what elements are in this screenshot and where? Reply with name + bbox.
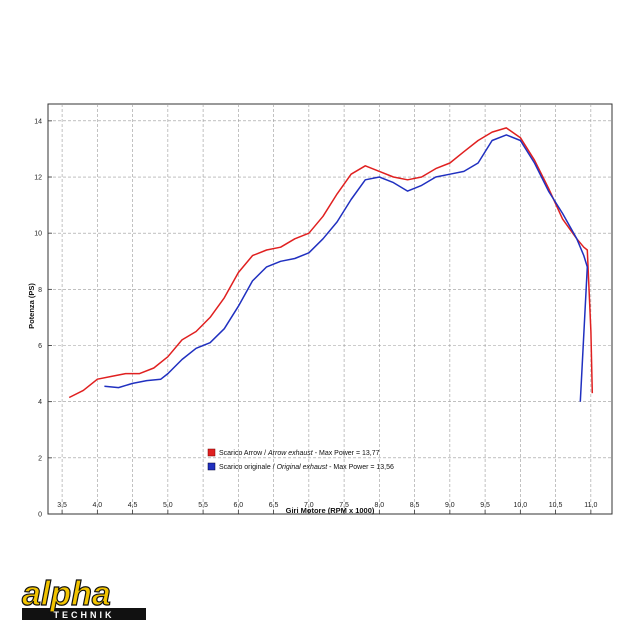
x-tick-label: 6,5 xyxy=(269,502,279,509)
grid xyxy=(48,104,612,514)
x-tick-label: 10,5 xyxy=(549,502,563,509)
y-tick-label: 8 xyxy=(38,287,42,294)
x-tick-label: 11,0 xyxy=(584,502,597,509)
x-tick-label: 7,5 xyxy=(339,502,349,509)
x-tick-label: 4,5 xyxy=(128,502,138,509)
y-axis-title: Potenza (PS) xyxy=(27,283,36,329)
y-tick-label: 2 xyxy=(38,455,42,462)
x-tick-label: 6,0 xyxy=(233,502,243,509)
y-tick-label: 10 xyxy=(34,231,42,238)
y-tick-label: 14 xyxy=(34,118,42,125)
x-tick-label: 9,5 xyxy=(480,502,490,509)
logo-underline-bar xyxy=(22,608,146,620)
series-lines xyxy=(68,127,594,402)
legend-swatch-arrow xyxy=(207,448,216,457)
plot-frame xyxy=(47,103,613,515)
x-tick-label: 7,0 xyxy=(304,502,314,509)
x-axis-ticks: 3,5 4,0 4,5 5,0 5,5 6,0 6,5 7,0 7,5 8,0 8,5 9,0 9,5 1… xyxy=(57,502,598,514)
legend: Scarico Arrow / Arrow exhaust - Max Powe… xyxy=(207,448,394,471)
series-line-arrow xyxy=(68,127,594,399)
legend-entry-original: Scarico originale / Original exhaust - M… xyxy=(219,464,394,471)
y-axis-ticks: 0 2 4 6 8 10 12 14 xyxy=(34,118,52,519)
y-tick-label: 6 xyxy=(38,343,42,350)
x-tick-label: 9,0 xyxy=(445,502,455,509)
x-tick-label: 8,5 xyxy=(410,502,420,509)
x-tick-label: 10,0 xyxy=(514,502,528,509)
legend-swatch-original xyxy=(207,462,216,471)
x-tick-label: 8,0 xyxy=(374,502,384,509)
legend-entry-arrow: Scarico Arrow / Arrow exhaust - Max Powe… xyxy=(219,450,380,457)
y-tick-label: 12 xyxy=(34,175,42,182)
alpha-technik-logo: alpha TECHNIK xyxy=(21,574,146,620)
y-tick-label: 0 xyxy=(38,512,42,519)
x-axis-title: Giri Motore (RPM x 1000) xyxy=(286,506,375,515)
x-tick-label: 5,0 xyxy=(163,502,173,509)
logo-brand-text: alpha xyxy=(22,575,111,613)
logo-sub-text: TECHNIK xyxy=(54,610,115,620)
x-tick-label: 4,0 xyxy=(92,502,102,509)
x-tick-label: 3,5 xyxy=(57,502,67,509)
x-tick-label: 5,5 xyxy=(198,502,208,509)
y-tick-label: 4 xyxy=(38,399,42,406)
series-line-original xyxy=(104,134,589,402)
